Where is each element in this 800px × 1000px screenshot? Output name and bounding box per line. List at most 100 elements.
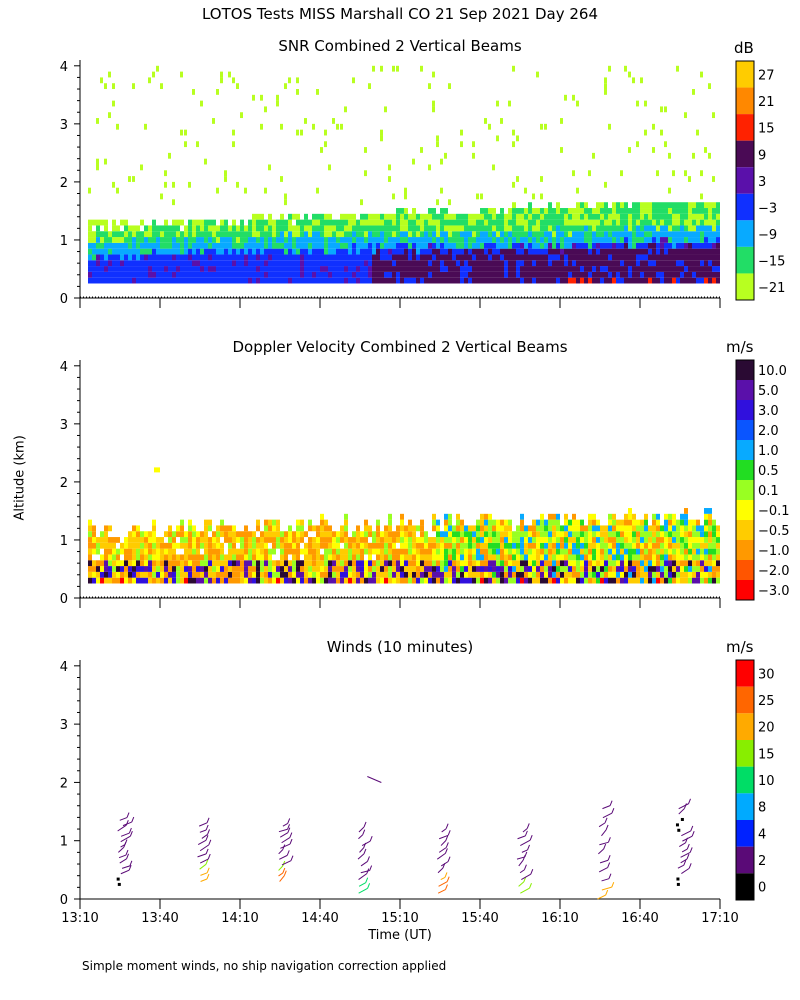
doppler-cell (364, 548, 368, 555)
doppler-heatmap (88, 467, 720, 584)
snr-cell (608, 213, 612, 220)
snr-cell (176, 225, 180, 232)
doppler-cell (528, 531, 532, 538)
snr-cell (716, 225, 720, 232)
doppler-cell (316, 525, 320, 532)
panel3-ytick-label: 4 (60, 660, 68, 675)
snr-cell (296, 237, 300, 243)
snr-cell (336, 254, 340, 261)
wind-barb (679, 842, 686, 847)
doppler-cell (524, 525, 528, 532)
snr-cell (604, 242, 608, 249)
snr-cell (272, 271, 276, 278)
snr-cell (688, 225, 692, 232)
snr-cell (700, 254, 704, 261)
snr-cell (600, 260, 604, 267)
snr-cell (644, 208, 648, 214)
snr-cell (300, 254, 304, 261)
snr-cell (660, 225, 664, 232)
doppler-cell (532, 548, 536, 555)
snr-cell (424, 231, 428, 238)
doppler-cell (316, 542, 320, 549)
wind-barb (441, 828, 447, 833)
doppler-cell (124, 577, 128, 584)
snr-cell (660, 271, 664, 278)
snr-cell (400, 254, 404, 261)
snr-cell (320, 231, 324, 238)
snr-cell (268, 225, 272, 232)
doppler-cell (716, 560, 720, 567)
doppler-cell (136, 566, 140, 572)
doppler-cell (460, 577, 464, 584)
snr-cell (268, 266, 272, 272)
snr-cell (124, 242, 128, 249)
doppler-cell (484, 513, 488, 520)
doppler-cell (440, 531, 444, 538)
snr-cell (504, 219, 508, 226)
snr-cell (244, 187, 247, 194)
snr-cell (184, 237, 188, 243)
doppler-cell (504, 531, 508, 538)
doppler-cell (184, 537, 188, 543)
doppler-cell (676, 566, 680, 572)
doppler-cell (176, 560, 180, 567)
snr-cell (664, 248, 668, 255)
doppler-cell (288, 548, 292, 555)
snr-cell (136, 231, 140, 238)
doppler-cell (408, 571, 412, 578)
snr-cell (672, 213, 676, 220)
doppler-cell (328, 571, 332, 578)
doppler-cell (408, 560, 412, 567)
snr-cell (348, 254, 352, 261)
doppler-cell (588, 542, 592, 549)
snr-cell (588, 237, 592, 243)
snr-cell (664, 266, 668, 272)
doppler-cell (516, 554, 520, 561)
doppler-cell (592, 519, 596, 526)
doppler-cell (308, 548, 312, 555)
snr-cell (332, 260, 336, 267)
snr-cell (92, 237, 96, 243)
doppler-cell (456, 560, 460, 567)
doppler-cell (664, 519, 668, 526)
snr-cell (464, 237, 468, 243)
snr-cell (276, 260, 280, 267)
snr-cell (684, 248, 688, 255)
snr-cell (600, 248, 604, 255)
snr-cell (420, 260, 424, 267)
doppler-cell (196, 577, 200, 584)
snr-cell (364, 254, 368, 261)
doppler-cell (256, 548, 260, 555)
snr-cell (352, 213, 356, 220)
doppler-cell (636, 531, 640, 538)
doppler-cell (584, 554, 588, 561)
snr-cell (316, 248, 320, 255)
snr-cell (440, 187, 443, 194)
snr-cell (316, 89, 319, 95)
snr-cell (220, 248, 224, 255)
snr-cell (336, 123, 339, 130)
doppler-cell (196, 571, 200, 578)
doppler-cell (468, 525, 472, 532)
doppler-cell (628, 577, 632, 584)
snr-cell (648, 266, 652, 272)
doppler-cell (588, 531, 592, 538)
snr-cell (464, 231, 468, 238)
snr-cell (388, 176, 391, 182)
snr-cell (636, 219, 640, 226)
snr-cell (208, 271, 212, 278)
snr-cell (252, 237, 256, 243)
snr-cell (684, 213, 688, 220)
doppler-cell (380, 542, 384, 549)
snr-cell (112, 231, 116, 238)
snr-cell (592, 208, 596, 214)
snr-cell (632, 271, 636, 278)
snr-cell (144, 277, 148, 284)
snr-cell (468, 271, 472, 278)
snr-cell (324, 141, 327, 148)
doppler-cell (572, 525, 576, 532)
snr-cell (612, 254, 616, 261)
doppler-cell (188, 525, 192, 532)
snr-cell (568, 237, 572, 243)
snr-cell (708, 219, 712, 226)
